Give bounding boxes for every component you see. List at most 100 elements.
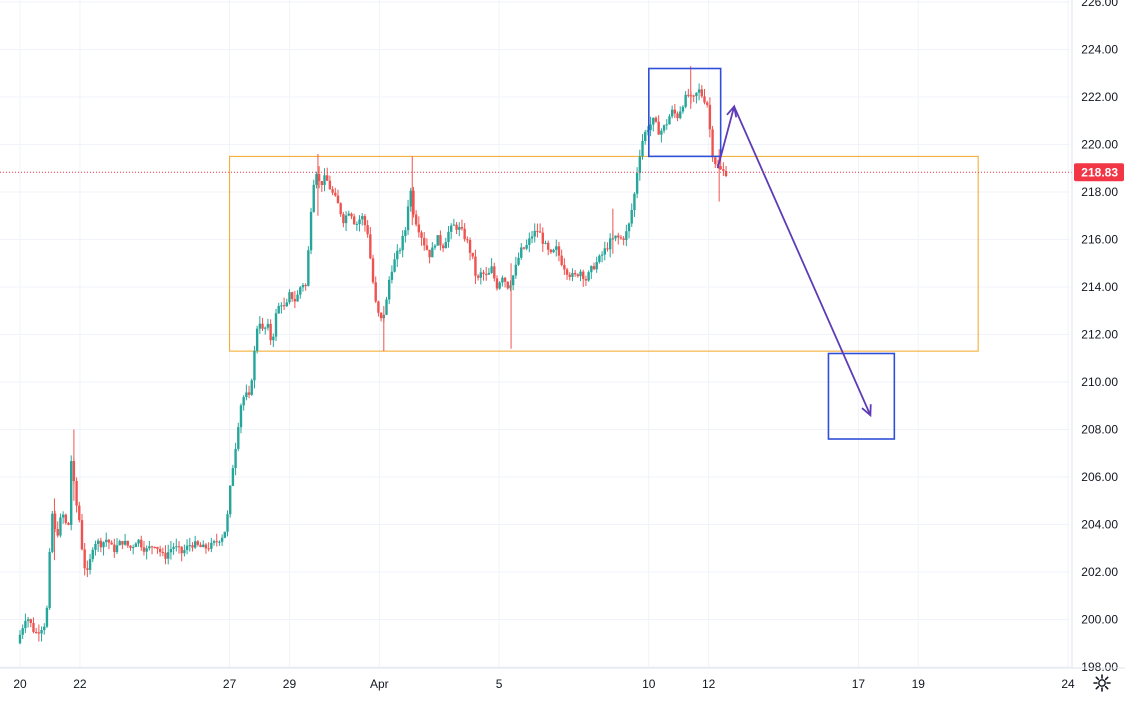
candle-body xyxy=(266,323,270,328)
candle-body xyxy=(21,628,24,635)
price-tick-label: 206.00 xyxy=(1081,470,1118,484)
candle-body xyxy=(654,117,658,122)
candle-body xyxy=(617,235,620,238)
projection-path[interactable] xyxy=(716,105,872,416)
candle-body xyxy=(199,544,202,548)
candle-body xyxy=(458,227,461,230)
candle-body xyxy=(352,216,356,225)
candle-body xyxy=(140,539,143,548)
candle-body xyxy=(476,275,480,278)
price-tick-label: 210.00 xyxy=(1081,375,1118,389)
candle-body xyxy=(239,405,243,428)
candle-body xyxy=(261,323,264,329)
time-tick-label: 22 xyxy=(73,677,87,691)
candle-body xyxy=(91,549,94,560)
candle-body xyxy=(436,235,439,246)
candle-body xyxy=(520,247,523,258)
time-tick-label: 27 xyxy=(223,677,237,691)
candle-body xyxy=(687,94,690,96)
candle-body xyxy=(625,231,628,240)
candle-body xyxy=(552,249,555,253)
candle-body xyxy=(202,544,205,548)
candle-body xyxy=(579,271,582,277)
candle-body xyxy=(220,537,224,542)
candle-body xyxy=(460,227,464,229)
candle-body xyxy=(576,274,580,277)
top-rectangle[interactable] xyxy=(647,67,722,158)
candle-body xyxy=(482,272,485,274)
candle-body xyxy=(29,619,32,624)
candle-body xyxy=(304,285,307,287)
candle-body xyxy=(668,116,671,125)
candle-body xyxy=(433,245,437,248)
candle-body xyxy=(134,543,138,548)
candle-body xyxy=(366,225,369,235)
candle-body xyxy=(344,215,348,224)
candle-body xyxy=(449,225,453,232)
candle-body xyxy=(431,247,434,258)
candle-body xyxy=(193,541,197,548)
candle-body xyxy=(379,312,383,319)
candle-body xyxy=(708,104,712,130)
candle-body xyxy=(592,266,596,270)
candle-body xyxy=(67,522,70,525)
settings-gear-icon[interactable] xyxy=(1092,673,1112,693)
candle-body xyxy=(544,242,547,244)
time-axis[interactable]: 20 22 27 29 Apr 5 10 12 17 19 24 xyxy=(0,667,1125,691)
candle-body xyxy=(245,392,248,398)
candle-body xyxy=(598,255,601,263)
candle-body xyxy=(468,240,472,253)
projection-overlay[interactable] xyxy=(0,67,1072,440)
candle-body xyxy=(121,541,124,545)
candle-body xyxy=(339,203,342,215)
candle-body xyxy=(355,224,359,226)
candle-body xyxy=(307,250,310,286)
candle-body xyxy=(285,302,288,307)
candle-body xyxy=(48,551,51,608)
candle-body xyxy=(131,547,135,549)
candle-body xyxy=(606,248,609,250)
candle-body xyxy=(204,544,208,549)
candle-body xyxy=(684,94,687,107)
candle-body xyxy=(633,193,636,211)
candle-body xyxy=(212,541,216,543)
candle-body xyxy=(641,140,644,157)
candle-body xyxy=(110,542,113,545)
target-rectangle[interactable] xyxy=(827,352,896,440)
drawing-annotations[interactable] xyxy=(229,155,979,352)
candle-body xyxy=(113,544,116,553)
candle-body xyxy=(269,323,272,341)
candle-body xyxy=(590,266,593,273)
candle-body xyxy=(638,156,642,174)
candle-body xyxy=(107,539,111,543)
candle-body xyxy=(34,632,38,634)
candle-body xyxy=(282,305,286,307)
candle-body xyxy=(673,109,677,114)
candle-body xyxy=(565,269,569,275)
candle-body xyxy=(452,224,456,226)
candle-body xyxy=(676,113,679,119)
candle-body xyxy=(105,539,108,543)
candle-body xyxy=(700,89,703,97)
candle-body xyxy=(509,285,512,289)
price-axis[interactable]: 198.00 200.00 202.00 204.00 206.00 208.00 210.… xyxy=(1071,0,1124,674)
price-tick-label: 218.00 xyxy=(1081,185,1118,199)
candle-body xyxy=(242,397,245,406)
range-rectangle[interactable] xyxy=(229,155,979,352)
candle-body xyxy=(584,279,588,281)
candle-body xyxy=(115,545,119,553)
candle-body xyxy=(223,531,227,538)
candle-body xyxy=(409,190,412,207)
candle-body xyxy=(180,546,183,554)
candle-body xyxy=(350,213,353,217)
candle-body xyxy=(272,336,275,341)
candle-body xyxy=(401,235,404,251)
projection-arrowhead-up xyxy=(726,104,738,118)
candle-body xyxy=(447,231,450,242)
candle-body xyxy=(293,298,297,302)
candle-body xyxy=(161,552,165,554)
candle-body xyxy=(142,547,146,552)
candle-body xyxy=(657,121,660,135)
